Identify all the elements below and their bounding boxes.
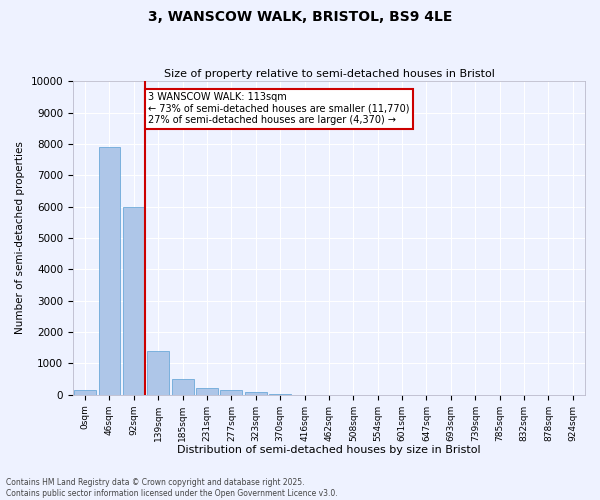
- Bar: [123, 206, 145, 394]
- Bar: [74, 390, 96, 394]
- Bar: [147, 351, 169, 395]
- Bar: [245, 392, 267, 394]
- Title: Size of property relative to semi-detached houses in Bristol: Size of property relative to semi-detach…: [164, 69, 494, 79]
- X-axis label: Distribution of semi-detached houses by size in Bristol: Distribution of semi-detached houses by …: [177, 445, 481, 455]
- Bar: [220, 390, 242, 394]
- Y-axis label: Number of semi-detached properties: Number of semi-detached properties: [15, 142, 25, 334]
- Text: 3, WANSCOW WALK, BRISTOL, BS9 4LE: 3, WANSCOW WALK, BRISTOL, BS9 4LE: [148, 10, 452, 24]
- Text: 3 WANSCOW WALK: 113sqm
← 73% of semi-detached houses are smaller (11,770)
27% of: 3 WANSCOW WALK: 113sqm ← 73% of semi-det…: [148, 92, 410, 126]
- Bar: [196, 388, 218, 394]
- Text: Contains HM Land Registry data © Crown copyright and database right 2025.
Contai: Contains HM Land Registry data © Crown c…: [6, 478, 338, 498]
- Bar: [98, 147, 121, 394]
- Bar: [172, 379, 194, 394]
